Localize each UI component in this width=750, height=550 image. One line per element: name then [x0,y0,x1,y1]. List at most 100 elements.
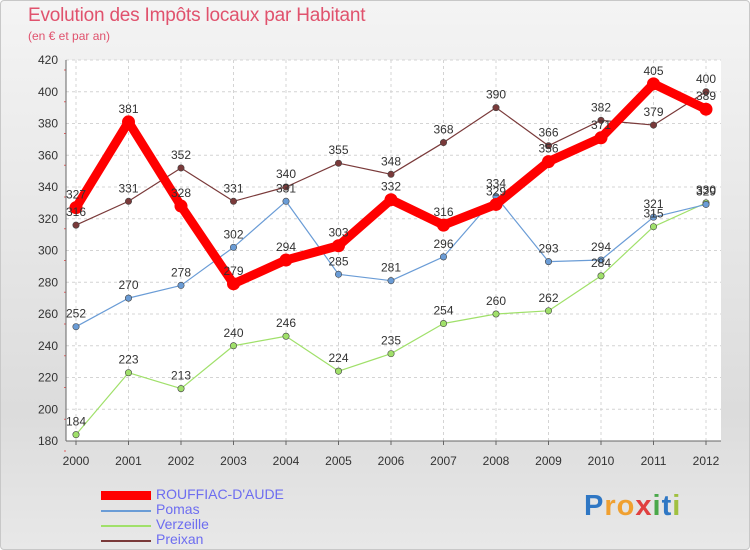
series-point [542,155,555,169]
series-point [597,272,605,280]
series-point [174,199,188,213]
series-point [649,223,657,231]
x-tick-label: 2011 [641,454,667,468]
data-label: 184 [66,415,86,429]
series-point [649,121,657,129]
series-point [125,369,133,377]
series-point [177,281,185,289]
series-point [282,183,290,191]
data-label: 262 [538,291,558,305]
y-tick-label: 420 [38,53,58,67]
data-label: 293 [538,242,558,256]
data-label: 331 [223,181,243,195]
x-tick-label: 2010 [588,454,615,468]
data-label: 331 [276,181,296,195]
series-point [439,253,447,261]
x-tick-label: 2009 [535,454,562,468]
series-point [125,197,133,205]
data-label: 348 [381,154,401,168]
series-point [387,277,395,285]
legend-swatch-preixan [101,540,151,542]
data-label: 331 [118,181,138,195]
series-point [544,307,552,315]
data-label: 329 [696,184,716,198]
y-tick-label: 380 [38,117,58,131]
data-label: 315 [643,207,663,221]
x-tick-label: 2008 [483,454,510,468]
legend-swatch-rouffiac [101,491,151,500]
data-label: 366 [538,126,558,140]
series-point [597,116,605,124]
data-label: 400 [696,72,716,86]
proxiti-logo: Proxiti [584,490,681,523]
series-point [69,201,83,215]
chart-title: Evolution des Impôts locaux par Habitant [28,5,366,26]
x-tick-label: 2002 [168,454,195,468]
data-label: 316 [66,205,86,219]
data-label: 389 [696,89,716,103]
data-label: 303 [328,226,348,240]
series-point [72,431,80,439]
legend-swatch-pomas [101,510,151,512]
legend-label-preixan: Preixan [156,531,204,547]
series-point [544,258,552,266]
x-tick-label: 2005 [325,454,352,468]
series-point [334,159,342,167]
series-point [334,270,342,278]
series-point [125,294,133,302]
data-label: 329 [486,184,506,198]
legend-label-rouffiac: ROUFFIAC-D'AUDE [156,486,284,502]
y-tick-label: 180 [38,434,58,448]
data-label: 260 [486,294,506,308]
data-label: 278 [171,265,191,279]
data-label: 330 [696,183,716,197]
data-label: 252 [66,307,86,321]
data-label: 332 [381,180,401,194]
series-point [230,243,238,251]
legend-label-verzeille: Verzeille [156,516,209,532]
data-label: 281 [381,261,401,275]
data-label: 213 [171,369,191,383]
logo-letter: x [635,490,653,522]
logo-letter: o [616,490,636,522]
x-tick-label: 2007 [430,454,457,468]
x-tick-label: 2006 [378,454,405,468]
data-label: 235 [381,334,401,348]
series-point [177,164,185,172]
series-point [649,213,657,221]
y-tick-label: 240 [38,339,58,353]
legend-swatch-verzeille [101,525,151,527]
series-point [282,332,290,340]
data-label: 371 [591,118,611,132]
y-tick-label: 340 [38,180,58,194]
data-label: 382 [591,100,611,114]
y-tick-label: 220 [38,371,58,385]
series-point [439,139,447,147]
series-point [597,256,605,264]
x-tick-label: 2000 [63,454,90,468]
data-label: 270 [118,278,138,292]
data-label: 352 [171,148,191,162]
data-label: 368 [433,123,453,137]
data-label: 296 [433,237,453,251]
series-point [230,197,238,205]
series-point [492,104,500,112]
series-point [334,367,342,375]
data-label: 328 [171,186,191,200]
series-point [279,253,293,267]
y-tick-label: 300 [38,244,58,258]
series-point [699,102,713,116]
series-point [647,77,660,91]
series-point [594,131,608,145]
data-label: 224 [328,351,348,365]
series-point [387,350,395,358]
series-point [282,197,290,205]
series-point [437,218,450,232]
series-point [72,323,80,331]
legend-label-pomas: Pomas [156,501,200,517]
data-label: 240 [223,326,243,340]
data-label: 356 [538,142,558,156]
series-point [122,115,135,129]
